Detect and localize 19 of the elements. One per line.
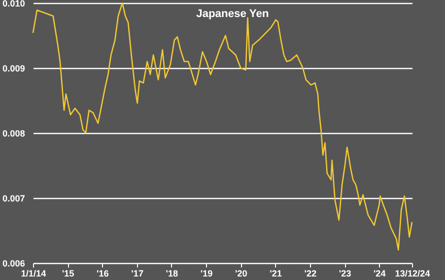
y-tick-label: 0.010 (2, 0, 26, 8)
x-tick-label: '15 (62, 268, 74, 278)
x-tick-label: '18 (166, 268, 178, 278)
chart-title: Japanese Yen (196, 8, 270, 20)
x-tick-label: '19 (200, 268, 213, 278)
y-tick-label: 0.006 (2, 258, 26, 268)
x-tick-label: '22 (304, 268, 317, 278)
x-tick-label: '17 (131, 268, 144, 278)
x-tick-label: '16 (96, 268, 109, 278)
x-tick-label: '24 (374, 268, 386, 278)
line-series (32, 2, 413, 251)
x-tick-label: '23 (338, 268, 352, 278)
y-tick-label: 0.009 (2, 64, 26, 74)
x-tick-label: 13/12/24 (394, 268, 430, 278)
x-tick-label: '20 (235, 268, 248, 278)
x-tick-label: 1/1/14 (20, 268, 46, 278)
y-tick-label: 0.007 (2, 194, 26, 204)
y-tick-label: 0.008 (2, 128, 26, 138)
x-tick-label: '21 (270, 268, 282, 278)
